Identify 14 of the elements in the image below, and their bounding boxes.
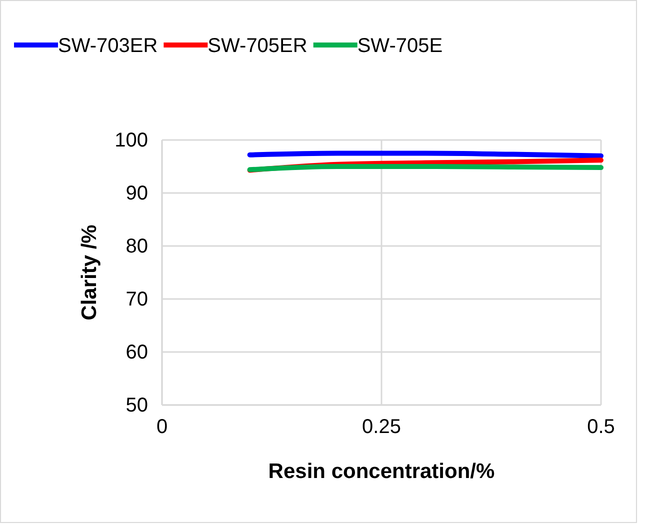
x-axis-title: Resin concentration/%	[268, 460, 496, 483]
y-tick-label: 70	[126, 288, 148, 310]
y-tick-label: 80	[126, 235, 148, 258]
x-tick-label: 0.25	[362, 416, 401, 438]
legend-label: SW-705E	[357, 35, 443, 57]
legend-label: SW-705ER	[208, 35, 308, 57]
legend-label: SW-703ER	[58, 35, 158, 57]
y-tick-label: 60	[126, 341, 148, 364]
x-tick-label: 0	[156, 416, 168, 438]
y-tick-label: 90	[126, 182, 148, 204]
y-axis-title: Clarity /%	[78, 224, 101, 320]
y-tick-label: 50	[126, 394, 148, 416]
y-tick-label: 100	[114, 129, 148, 152]
x-tick-label: 0.5	[587, 416, 615, 438]
